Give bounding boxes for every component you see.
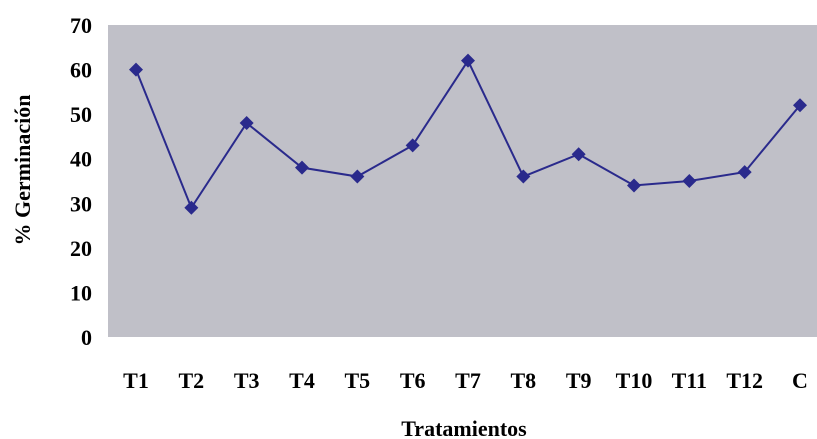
- x-tick-label: T7: [455, 368, 481, 393]
- x-tick-label: T11: [672, 368, 707, 393]
- y-tick-label: 50: [70, 102, 92, 127]
- x-tick-label: T5: [344, 368, 370, 393]
- data-point-marker: [239, 116, 254, 131]
- x-axis-title: Tratamientos: [401, 416, 527, 439]
- data-point-marker: [793, 98, 807, 113]
- x-tick-label: T9: [566, 368, 592, 393]
- data-point-marker: [627, 178, 641, 193]
- data-point-marker: [350, 169, 365, 184]
- x-tick-label: T8: [510, 368, 536, 393]
- series-markers: [129, 53, 807, 215]
- data-point-marker: [682, 174, 697, 188]
- y-tick-label: 10: [70, 280, 92, 305]
- x-tick-label: T3: [234, 368, 260, 393]
- data-point-marker: [184, 200, 199, 215]
- y-tick-label: 20: [70, 236, 92, 261]
- y-tick-label: 40: [70, 147, 92, 172]
- data-point-marker: [571, 147, 586, 162]
- y-tick-label: 70: [70, 13, 92, 38]
- y-tick-label: 30: [70, 191, 92, 216]
- x-tick-label: T1: [123, 368, 149, 393]
- data-point-marker: [295, 160, 309, 175]
- x-tick-label: T4: [289, 368, 315, 393]
- x-tick-label: T6: [400, 368, 426, 393]
- x-tick-label: T2: [178, 368, 204, 393]
- y-tick-label: 60: [70, 58, 92, 83]
- x-tick-label: C: [792, 368, 808, 393]
- y-tick-label: 0: [81, 325, 92, 350]
- data-point-marker: [737, 165, 752, 180]
- plot-area: [108, 25, 817, 337]
- x-tick-label: T12: [726, 368, 763, 393]
- data-point-marker: [516, 169, 531, 184]
- data-point-marker: [129, 62, 143, 77]
- data-point-marker: [405, 138, 420, 153]
- x-axis-ticks: T1 T2 T3 T4 T5 T6 T7 T8 T9 T10 T11 T12 C: [123, 368, 808, 393]
- y-axis-ticks: 0 10 20 30 40 50 60 70: [70, 13, 92, 350]
- data-point-marker: [461, 53, 475, 68]
- y-axis-title: % Germinación: [10, 95, 35, 246]
- x-tick-label: T10: [616, 368, 653, 393]
